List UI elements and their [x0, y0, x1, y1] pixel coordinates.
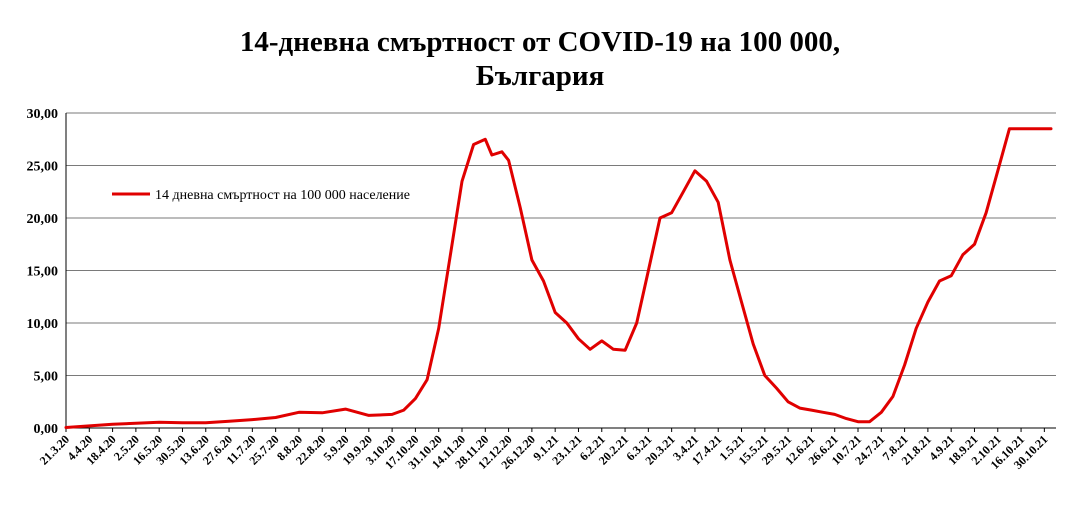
y-tick-label: 0,00	[34, 422, 59, 437]
chart-title: 14-дневна смъртност от COVID-19 на 100 0…	[239, 26, 841, 58]
chart-subtitle: България	[475, 60, 605, 92]
y-tick-label: 20,00	[27, 212, 59, 227]
y-tick-label: 5,00	[34, 370, 59, 385]
y-tick-label: 10,00	[27, 317, 59, 332]
y-tick-label: 15,00	[27, 265, 59, 280]
legend-label: 14 дневна смъртност на 100 000 население	[155, 188, 410, 203]
series-line	[64, 127, 1053, 429]
y-tick-label: 30,00	[27, 107, 59, 122]
y-tick-label: 25,00	[27, 160, 59, 175]
